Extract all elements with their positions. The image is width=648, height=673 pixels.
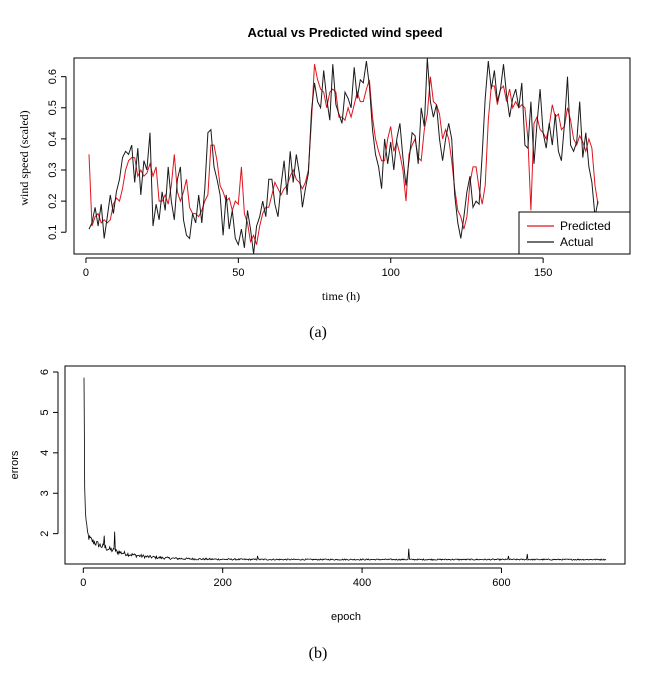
chart-b-series-errors xyxy=(83,377,607,561)
chart-a-plot-frame xyxy=(73,57,631,255)
legend-label-predicted: Predicted xyxy=(560,219,611,233)
caption-b: (b) xyxy=(309,645,328,662)
y-tick-label: 5 xyxy=(39,409,51,415)
y-tick-label: 0.4 xyxy=(47,131,59,146)
y-tick-label: 4 xyxy=(39,450,51,456)
chart-a-legend: Predicted Actual xyxy=(518,211,631,255)
x-tick-label: 0 xyxy=(80,577,86,589)
chart-b-x-label: epoch xyxy=(331,611,361,623)
chart-b-y-label: errors xyxy=(9,450,21,479)
chart-a-x-label: time (h) xyxy=(322,289,360,303)
chart-b-x-axis: 0 200 400 600 xyxy=(80,567,511,589)
chart-a-y-axis: 0.1 0.2 0.3 0.4 0.5 0.6 xyxy=(47,69,67,240)
y-tick-label: 0.3 xyxy=(47,162,59,177)
x-tick-label: 200 xyxy=(214,577,232,589)
series-line-errors xyxy=(83,377,607,561)
chart-b-plot-frame xyxy=(64,365,626,565)
chart-a-series-predicted xyxy=(88,64,599,245)
y-tick-label: 3 xyxy=(39,490,51,496)
y-tick-label: 0.1 xyxy=(47,225,59,240)
x-tick-label: 0 xyxy=(83,267,89,279)
caption-a: (a) xyxy=(309,324,327,341)
x-tick-label: 100 xyxy=(382,267,400,279)
x-tick-label: 150 xyxy=(534,267,552,279)
chart-a-title: Actual vs Predicted wind speed xyxy=(247,25,442,40)
y-tick-label: 6 xyxy=(39,369,51,375)
x-tick-label: 400 xyxy=(353,577,371,589)
chart-b-y-axis: 2 3 4 5 6 xyxy=(39,369,59,537)
legend-box xyxy=(518,211,631,255)
x-tick-label: 50 xyxy=(232,267,244,279)
y-tick-label: 0.2 xyxy=(47,193,59,208)
y-tick-label: 0.5 xyxy=(47,100,59,115)
chart-a-series-actual xyxy=(88,57,599,255)
chart-a-x-axis: 0 50 100 150 xyxy=(83,257,552,279)
series-line-predicted xyxy=(88,64,599,245)
y-tick-label: 0.6 xyxy=(47,69,59,84)
chart-b: 0 200 400 600 2 3 4 5 6 epoch errors (b) xyxy=(9,365,626,662)
chart-a: Actual vs Predicted wind speed 0 50 100 150… xyxy=(17,25,631,341)
chart-a-y-label: wind speed (scaled) xyxy=(17,110,31,205)
series-line-actual xyxy=(88,57,599,255)
y-tick-label: 2 xyxy=(39,531,51,537)
x-tick-label: 600 xyxy=(492,577,510,589)
legend-label-actual: Actual xyxy=(560,235,593,249)
